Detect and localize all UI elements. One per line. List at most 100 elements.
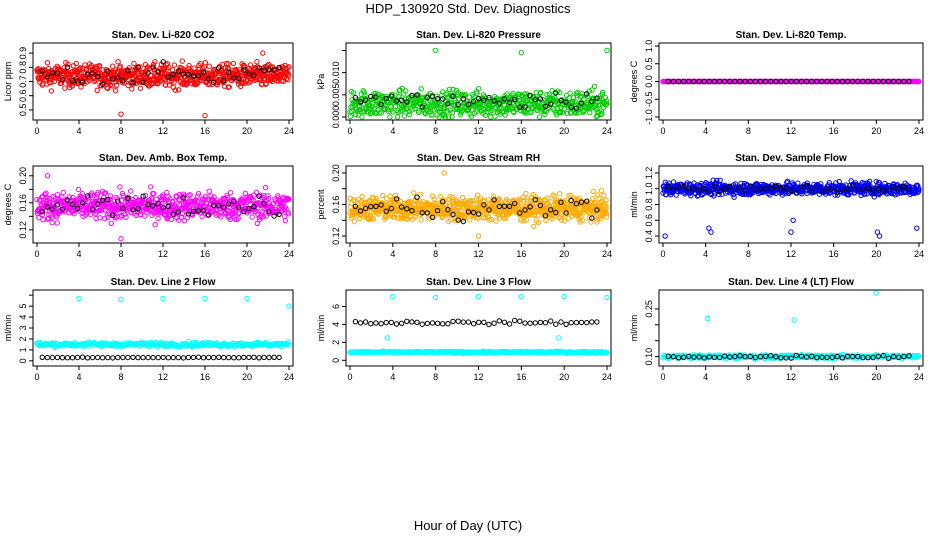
data-point <box>166 82 173 88</box>
x-tick-label: 0 <box>34 249 39 259</box>
x-tick-label: 20 <box>242 126 252 136</box>
data-point <box>486 94 492 101</box>
data-point <box>84 72 91 78</box>
data-point <box>115 59 121 65</box>
data-point <box>442 114 448 120</box>
x-tick-label: 12 <box>158 372 168 382</box>
series-black <box>39 354 282 361</box>
data-point <box>716 78 723 85</box>
x-tick-label: 12 <box>786 249 796 259</box>
data-point <box>39 354 45 360</box>
data-point <box>221 354 227 361</box>
data-point <box>418 217 424 223</box>
data-point <box>123 214 129 221</box>
data-point <box>49 354 55 361</box>
data-point <box>691 78 697 85</box>
data-point <box>69 355 76 361</box>
data-point <box>276 354 282 361</box>
data-point <box>166 64 172 71</box>
x-tick-label: 8 <box>746 126 751 136</box>
data-point <box>446 114 452 120</box>
x-tick-label: 12 <box>786 126 796 136</box>
data-point <box>256 355 262 361</box>
data-point <box>535 104 542 111</box>
y-tick-label: 0.9 <box>18 47 28 60</box>
data-point <box>890 78 897 85</box>
data-point <box>210 79 217 85</box>
data-point <box>916 78 922 85</box>
y-tick-label: 0.5 <box>644 57 654 70</box>
data-point <box>152 222 158 228</box>
data-point <box>216 354 222 360</box>
data-point <box>151 191 157 197</box>
series-black <box>39 59 282 87</box>
data-point <box>406 111 413 118</box>
data-point <box>507 104 513 111</box>
data-point <box>118 197 125 204</box>
data-point <box>140 354 146 361</box>
data-point <box>241 67 247 73</box>
data-point <box>742 78 748 85</box>
data-point <box>809 78 815 85</box>
x-tick-label: 8 <box>433 372 438 382</box>
data-point <box>226 354 232 361</box>
data-point <box>449 110 456 116</box>
data-point <box>175 68 182 74</box>
data-point <box>234 216 240 223</box>
data-point <box>819 78 825 85</box>
data-point <box>896 78 902 85</box>
data-point <box>58 80 65 86</box>
data-point <box>359 114 365 120</box>
data-point <box>475 233 482 239</box>
data-point <box>519 103 526 109</box>
panel-title: Stan. Dev. Line 3 Flow <box>426 277 531 288</box>
data-point <box>604 47 610 54</box>
data-point <box>504 91 510 97</box>
data-point <box>253 189 260 196</box>
data-point <box>732 78 738 85</box>
data-point <box>474 90 480 97</box>
x-tick-label: 4 <box>390 126 395 136</box>
y-tick-label: 4 <box>331 322 341 327</box>
data-point <box>115 74 121 81</box>
data-point <box>285 72 292 79</box>
data-point <box>517 104 523 110</box>
data-point <box>378 110 384 116</box>
data-point <box>793 78 799 85</box>
data-point <box>706 78 712 85</box>
data-point <box>256 65 262 71</box>
data-point <box>467 217 473 223</box>
data-point <box>161 196 167 202</box>
y-tick-label: 0 <box>18 358 28 363</box>
data-point <box>260 50 266 56</box>
data-point <box>276 64 282 71</box>
data-point <box>147 184 154 190</box>
y-tick-label: 0 <box>331 358 341 363</box>
data-point <box>727 78 733 85</box>
data-point <box>601 192 607 199</box>
data-point <box>145 70 151 76</box>
x-tick-label: 0 <box>347 249 352 259</box>
data-point <box>347 113 354 120</box>
data-point <box>591 83 598 90</box>
data-point <box>271 67 277 73</box>
data-point <box>518 49 525 56</box>
data-point <box>190 354 197 361</box>
data-point <box>65 61 71 67</box>
data-point <box>875 78 881 85</box>
data-point <box>155 215 161 222</box>
y-tick-label: 0.005 <box>331 84 341 107</box>
x-tick-label: 24 <box>602 249 612 259</box>
data-point <box>440 96 446 102</box>
x-tick-label: 16 <box>200 126 210 136</box>
y-tick-label: 0.20 <box>331 164 341 182</box>
data-point <box>598 188 605 194</box>
data-point <box>225 194 231 201</box>
data-point <box>757 78 764 85</box>
data-point <box>176 87 182 93</box>
data-point <box>855 78 861 85</box>
data-point <box>401 106 407 112</box>
data-point <box>286 64 292 70</box>
y-tick-label: 3 <box>18 325 28 330</box>
